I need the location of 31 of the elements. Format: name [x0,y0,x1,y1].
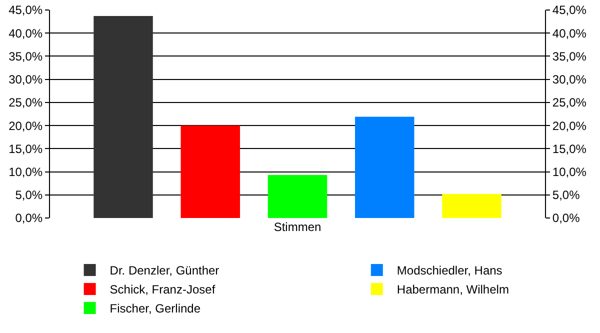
text: 0,0% [552,211,580,226]
bar [442,194,502,218]
bar [355,116,414,218]
y-tick-label: 25,0% [8,96,43,110]
y-tick-label: 0,0% [15,211,43,226]
legend-label: Dr. Denzler, Günther [110,264,220,278]
y-tick-label: 10,0% [8,164,43,179]
bar [180,126,240,218]
text: 5,0% [552,188,580,202]
legend-label: Schick, Franz-Josef [110,282,216,297]
y-tick-label: 20,0% [8,118,43,133]
y-tick-label: 5,0% [15,188,43,202]
bar [268,175,328,218]
text: 45,0% [552,3,586,18]
y-tick-label: 30,0% [8,72,43,87]
text: 10,0% [552,164,586,179]
y-tick-label: 35,0% [8,49,43,64]
legend-label: Habermann, Wilhelm [396,282,509,297]
y-tick-label: 15,0% [8,142,43,156]
legend-label: Modschiedler, Hans [396,264,502,278]
text: 35,0% [552,49,586,64]
text: 20,0% [552,118,586,133]
text: 30,0% [552,72,586,87]
bar [94,16,153,218]
x-tick-label: Stimmen [274,220,322,234]
text: 40,0% [552,26,586,40]
text: 15,0% [552,142,586,156]
y-tick-label: 40,0% [8,26,43,40]
text: 25,0% [552,96,586,110]
legend-label: Fischer, Gerlinde [110,302,201,316]
y-tick-label: 45,0% [8,3,43,18]
